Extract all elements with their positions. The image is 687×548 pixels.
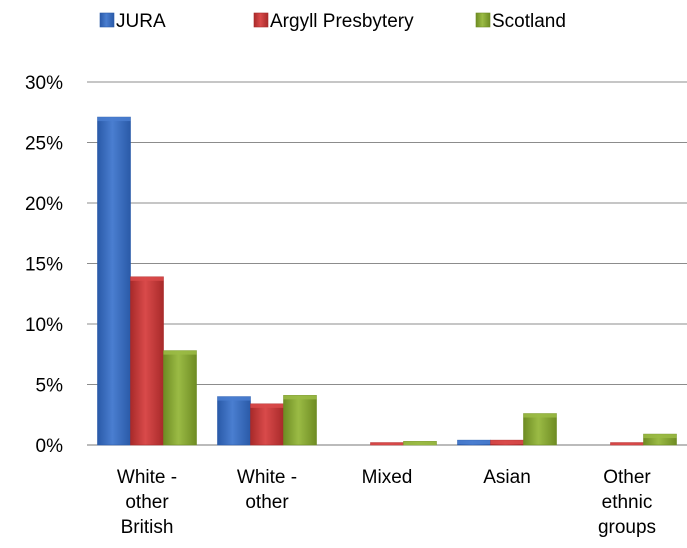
x-category-label: Mixed [362, 467, 413, 488]
bar-scotland [283, 395, 317, 446]
bar-cap [490, 440, 524, 445]
bar-jura [97, 116, 131, 446]
y-tick-label: 5% [36, 376, 64, 397]
legend-label: Argyll Presbytery [270, 11, 414, 32]
y-tick-label: 20% [25, 194, 63, 215]
bar-jura [217, 396, 251, 446]
y-axis-ticks: 0% 5% 10% 15% 20% 25% 30% [25, 73, 63, 457]
y-tick-label: 30% [25, 73, 63, 94]
bar-cap [403, 441, 437, 445]
y-tick-label: 0% [36, 436, 64, 457]
bar-cap [97, 117, 131, 122]
bar-cap [457, 440, 491, 445]
x-category-label: Other ethnic groups [598, 467, 656, 538]
bar-cap [217, 396, 251, 401]
bar-cap [523, 413, 557, 418]
y-tick-label: 25% [25, 134, 63, 155]
bar-cap [130, 276, 164, 281]
bar-cap [610, 442, 644, 445]
y-tick-label: 15% [25, 255, 63, 276]
legend-label: Scotland [492, 11, 566, 32]
bar-cap [370, 442, 404, 445]
legend-swatch [253, 12, 269, 28]
legend-swatch [475, 12, 491, 28]
x-category-label: Asian [483, 467, 531, 488]
x-axis-labels: White -other British White -other Mixed Asia… [117, 467, 656, 538]
legend-swatch [99, 12, 115, 28]
bar-argyll-presbytery [130, 276, 164, 446]
bar-cap [283, 395, 317, 400]
x-category-label: White -other British [117, 467, 177, 538]
legend: JURA Argyll Presbytery Scotland [99, 11, 566, 32]
y-tick-label: 10% [25, 315, 63, 336]
bar-cap [250, 403, 284, 408]
x-category-label: White -other [237, 467, 297, 513]
legend-label: JURA [116, 11, 166, 32]
bar-cap [163, 350, 197, 355]
bar-argyll-presbytery [250, 403, 284, 446]
bar-scotland [523, 413, 557, 446]
bars [97, 116, 677, 446]
bar-scotland [163, 350, 197, 446]
bar-cap [643, 434, 677, 439]
